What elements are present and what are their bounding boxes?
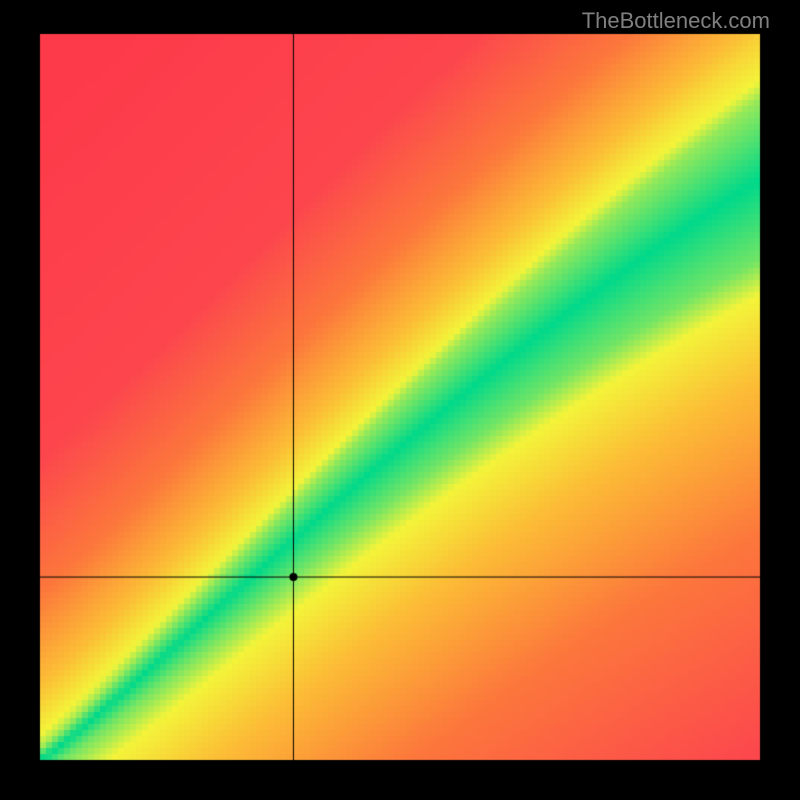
heatmap-canvas [0,0,800,800]
chart-container: TheBottleneck.com [0,0,800,800]
watermark-text: TheBottleneck.com [582,8,770,34]
